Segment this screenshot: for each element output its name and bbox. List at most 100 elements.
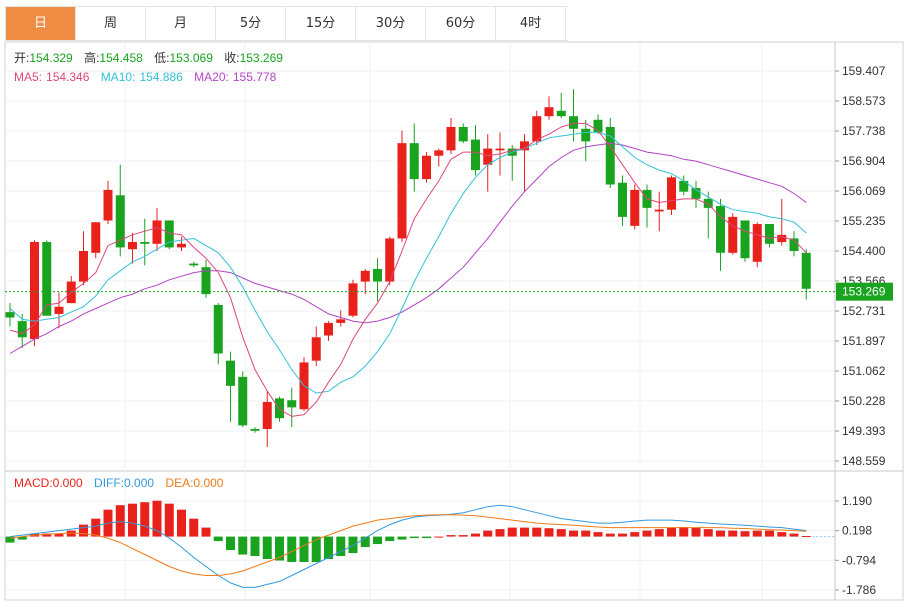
macd-tick-label: 1.190: [842, 494, 872, 508]
y-tick-label: 154.400: [842, 244, 886, 258]
grid: [4, 41, 904, 601]
y-tick-label: 148.559: [842, 454, 886, 468]
current-price-text: 153.269: [842, 285, 886, 299]
macd-bar: [642, 530, 652, 537]
candle-body: [54, 306, 64, 314]
macd-bar: [801, 535, 811, 537]
y-tick-label: 150.228: [842, 394, 886, 408]
macd-bar: [507, 527, 517, 537]
candle-body: [250, 428, 260, 431]
candle-body: [728, 216, 738, 253]
ma10-line: [9, 131, 807, 394]
ma20-value: 155.778: [233, 70, 277, 84]
candle-body: [360, 270, 370, 282]
candle-body: [618, 182, 627, 217]
macd-bar: [189, 518, 199, 537]
tab-0[interactable]: 日: [6, 7, 76, 40]
candle-body: [801, 252, 811, 289]
candle-body: [226, 360, 235, 386]
macd-bar: [287, 536, 297, 563]
macd-bar: [373, 536, 382, 545]
macd-bar: [177, 509, 186, 537]
tab-4[interactable]: 15分: [286, 7, 356, 40]
tab-7[interactable]: 4时: [496, 7, 566, 40]
macd-bar: [471, 533, 480, 537]
tab-6[interactable]: 60分: [426, 7, 496, 40]
macd-bar: [520, 527, 529, 537]
candle-body: [385, 238, 395, 282]
candle-body: [177, 243, 186, 248]
candle-body: [140, 242, 150, 244]
macd-bar: [311, 536, 321, 563]
candle-body: [716, 206, 725, 253]
y-tick-label: 158.573: [842, 94, 886, 108]
macd-bar: [556, 529, 566, 537]
tab-5[interactable]: 30分: [356, 7, 426, 40]
y-tick-label: 157.738: [842, 124, 886, 138]
candle-body: [348, 283, 358, 316]
candle-body: [152, 220, 162, 244]
candle-body: [17, 321, 27, 338]
macd-bar: [679, 527, 689, 537]
y-tick-label: 159.407: [842, 64, 886, 78]
candle-body: [495, 148, 505, 151]
candle-body: [458, 126, 468, 142]
macd-bar: [348, 536, 358, 554]
close-label: 收:: [224, 51, 239, 65]
candle-body: [471, 139, 480, 171]
axes: 159.407 158.573 157.738 156.904 156.069 155.2…: [835, 64, 893, 597]
tab-3[interactable]: 5分: [216, 7, 286, 40]
macd-bar: [275, 536, 284, 561]
y-tick-label: 151.062: [842, 364, 886, 378]
candle-body: [765, 224, 774, 244]
y-tick-label: 156.904: [842, 154, 886, 168]
ma5-value: 154.346: [46, 70, 90, 84]
candle-body: [324, 322, 333, 336]
macd-bar: [593, 532, 603, 537]
period-tabs: 日周月 5分 15分 30分 60分 4时: [5, 6, 568, 41]
candle-body: [483, 148, 493, 165]
svg-text:MA5:154.346 MA10:154.886: MA5: 154.346 MA10: 154.886 MA20: 155.778: [14, 70, 277, 84]
macd-bar: [605, 533, 615, 537]
tab-2[interactable]: 月: [146, 7, 216, 40]
y-tick-label: 156.069: [842, 184, 886, 198]
macd-bar: [201, 527, 211, 537]
y-tick-label: 149.393: [842, 424, 886, 438]
macd-bar: [691, 527, 701, 537]
candle-body: [667, 177, 676, 210]
macd-bar: [128, 503, 137, 537]
macd-bar: [618, 533, 627, 537]
high-label: 高:: [84, 50, 99, 65]
dea-label: DEA:0.000: [165, 476, 223, 490]
candle-body: [5, 312, 15, 318]
candle-body: [336, 319, 346, 323]
candle-body: [287, 400, 297, 408]
macd-bar: [703, 529, 713, 537]
candle-body: [238, 376, 248, 426]
macd-tick-label: -0.794: [842, 553, 876, 567]
macd-label: MACD:0.000: [14, 476, 83, 490]
ma10-label: MA10:: [101, 70, 136, 84]
macd-bar: [360, 536, 370, 548]
candle-body: [691, 188, 701, 199]
macd-bar: [544, 528, 554, 537]
macd-bar: [54, 533, 64, 537]
macd-bar: [765, 530, 774, 537]
macd-bar: [434, 536, 444, 538]
tab-1[interactable]: 周: [76, 7, 146, 40]
ma20-label: MA20:: [194, 70, 229, 84]
diff-line: [9, 504, 807, 588]
candle-body: [42, 242, 52, 316]
candle-body: [740, 220, 750, 259]
macd-bar: [569, 530, 578, 537]
candle-body: [630, 189, 640, 226]
macd-bar: [164, 503, 174, 537]
ma20-line: [9, 142, 807, 354]
candle-body: [409, 143, 419, 180]
candle-body: [79, 251, 88, 282]
ma10-value: 154.886: [139, 70, 183, 84]
candle-body: [544, 107, 554, 117]
candle-body: [581, 128, 591, 142]
macd-bar: [654, 529, 664, 537]
candle-body: [569, 116, 578, 129]
